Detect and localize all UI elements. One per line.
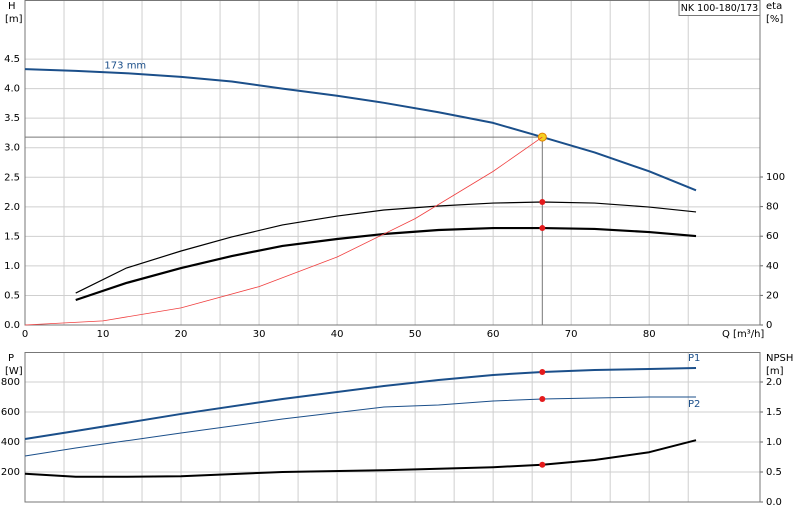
y2-tick-label: 0.0 bbox=[766, 497, 782, 508]
plot-frame bbox=[24, 0, 761, 326]
y-tick-label: 600 bbox=[1, 407, 20, 418]
duty-point bbox=[539, 368, 546, 375]
y2-axis-unit: [%] bbox=[766, 14, 783, 25]
y2-tick-label: 40 bbox=[766, 261, 779, 272]
y-tick-label: 1.0 bbox=[4, 261, 20, 272]
curve bbox=[24, 396, 697, 457]
y-tick-label: 4.0 bbox=[4, 84, 20, 95]
x-tick-label: 70 bbox=[565, 329, 578, 340]
series-label: P1 bbox=[688, 353, 700, 364]
y2-tick-label: 0.5 bbox=[766, 467, 782, 478]
y2-tick-label: 1.5 bbox=[766, 407, 782, 418]
x-tick-label: 10 bbox=[97, 329, 110, 340]
y-axis-unit: [W] bbox=[5, 366, 23, 377]
x-tick-label: 20 bbox=[175, 329, 188, 340]
x-tick-label: 0 bbox=[22, 329, 28, 340]
y-tick-label: 3.5 bbox=[4, 113, 20, 124]
x-tick-label: 40 bbox=[331, 329, 344, 340]
y2-tick-label: 20 bbox=[766, 290, 779, 301]
y-tick-label: 3.0 bbox=[4, 143, 20, 154]
y2-tick-label: 60 bbox=[766, 231, 779, 242]
plot-frame bbox=[24, 352, 761, 503]
y-tick-label: 2.0 bbox=[4, 202, 20, 213]
y-tick-label: 400 bbox=[1, 437, 20, 448]
y-tick-label: 1.5 bbox=[4, 231, 20, 242]
y-tick-label: 200 bbox=[1, 467, 20, 478]
x-axis-label: Q [m³/h] bbox=[722, 329, 764, 340]
curve bbox=[75, 201, 697, 294]
y-tick-label: 0.5 bbox=[4, 290, 20, 301]
y2-tick-label: 100 bbox=[766, 172, 785, 183]
y-axis-unit: [m] bbox=[5, 14, 23, 25]
y2-tick-label: 80 bbox=[766, 202, 779, 213]
x-tick-label: 30 bbox=[253, 329, 266, 340]
plot-area bbox=[25, 0, 760, 325]
x-tick-label: 50 bbox=[409, 329, 422, 340]
y-tick-label: 0.0 bbox=[4, 320, 20, 331]
curve bbox=[24, 68, 697, 192]
duty-point bbox=[539, 199, 546, 206]
curve bbox=[24, 136, 543, 326]
plot-area bbox=[25, 352, 760, 502]
title-box bbox=[678, 0, 761, 16]
y2-tick-label: 1.0 bbox=[766, 437, 782, 448]
y-axis-label: P bbox=[8, 353, 14, 364]
chart-title: NK 100-180/173 bbox=[681, 3, 758, 14]
duty-point bbox=[539, 395, 546, 402]
y-tick-label: 800 bbox=[1, 377, 20, 388]
x-tick-label: 80 bbox=[643, 329, 656, 340]
y-tick-label: 2.5 bbox=[4, 172, 20, 183]
y2-tick-label: 0 bbox=[766, 320, 772, 331]
x-tick-label: 60 bbox=[487, 329, 500, 340]
curve bbox=[24, 367, 697, 440]
series-label: P2 bbox=[688, 399, 700, 410]
y-axis-label: H bbox=[8, 1, 16, 12]
duty-point bbox=[539, 225, 546, 232]
y-tick-label: 4.5 bbox=[4, 54, 20, 65]
y2-tick-label: 2.0 bbox=[766, 377, 782, 388]
series-label: 173 mm bbox=[104, 60, 146, 71]
duty-point bbox=[539, 461, 546, 468]
y2-axis-unit: [m] bbox=[766, 366, 784, 377]
y2-axis-label: eta bbox=[766, 1, 782, 12]
curve bbox=[24, 439, 697, 478]
y2-axis-label: NPSH bbox=[766, 353, 793, 364]
